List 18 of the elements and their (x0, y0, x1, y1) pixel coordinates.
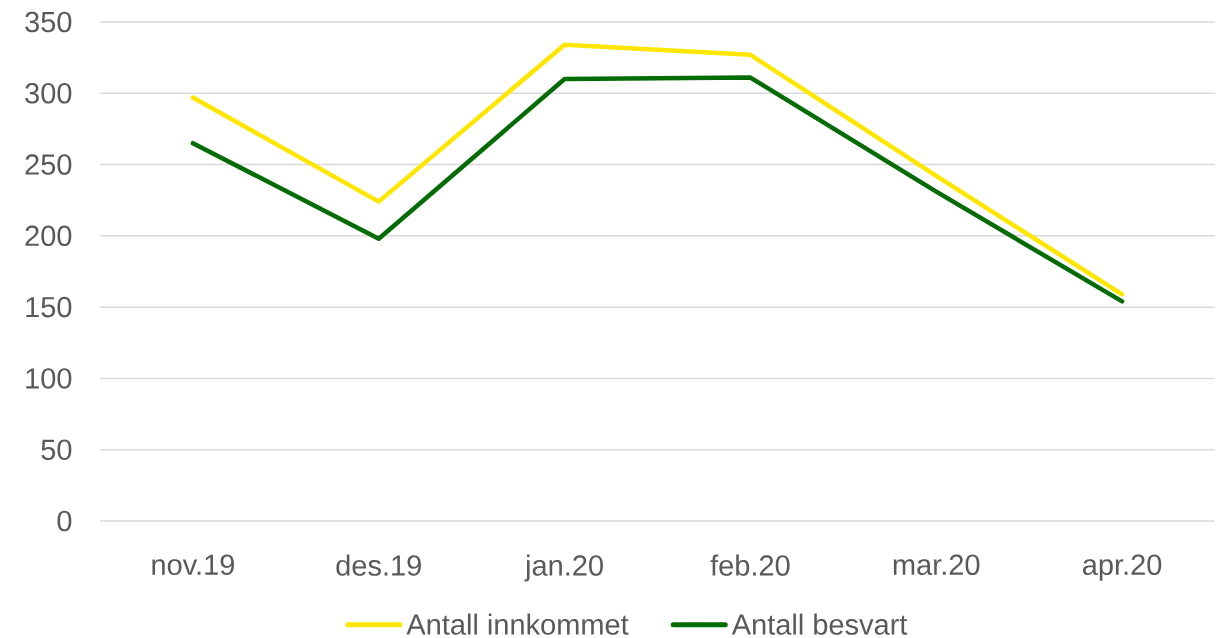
x-tick-label: jan.20 (524, 554, 603, 582)
y-tick-label: 200 (25, 225, 72, 247)
y-tick-label: 250 (25, 154, 72, 175)
x-tick-label: feb.20 (710, 554, 790, 576)
x-tick-label: des.19 (336, 554, 421, 576)
y-tick-label: 100 (26, 368, 72, 389)
line-series (190, 75, 1125, 304)
x-tick-label: apr.20 (1082, 554, 1162, 581)
line-series (190, 42, 1125, 297)
x-tick-label: nov.19 (152, 554, 234, 576)
y-tick-label: 50 (41, 439, 72, 460)
x-tick-label: mar.20 (893, 554, 980, 576)
legend-label: Antall besvart (731, 613, 908, 635)
y-tick-label: 150 (26, 296, 72, 318)
y-tick-label: 0 (57, 510, 72, 532)
y-tick-label: 350 (25, 11, 72, 33)
legend-label: Antall innkommet (406, 613, 629, 635)
y-tick-label: 300 (25, 83, 72, 104)
